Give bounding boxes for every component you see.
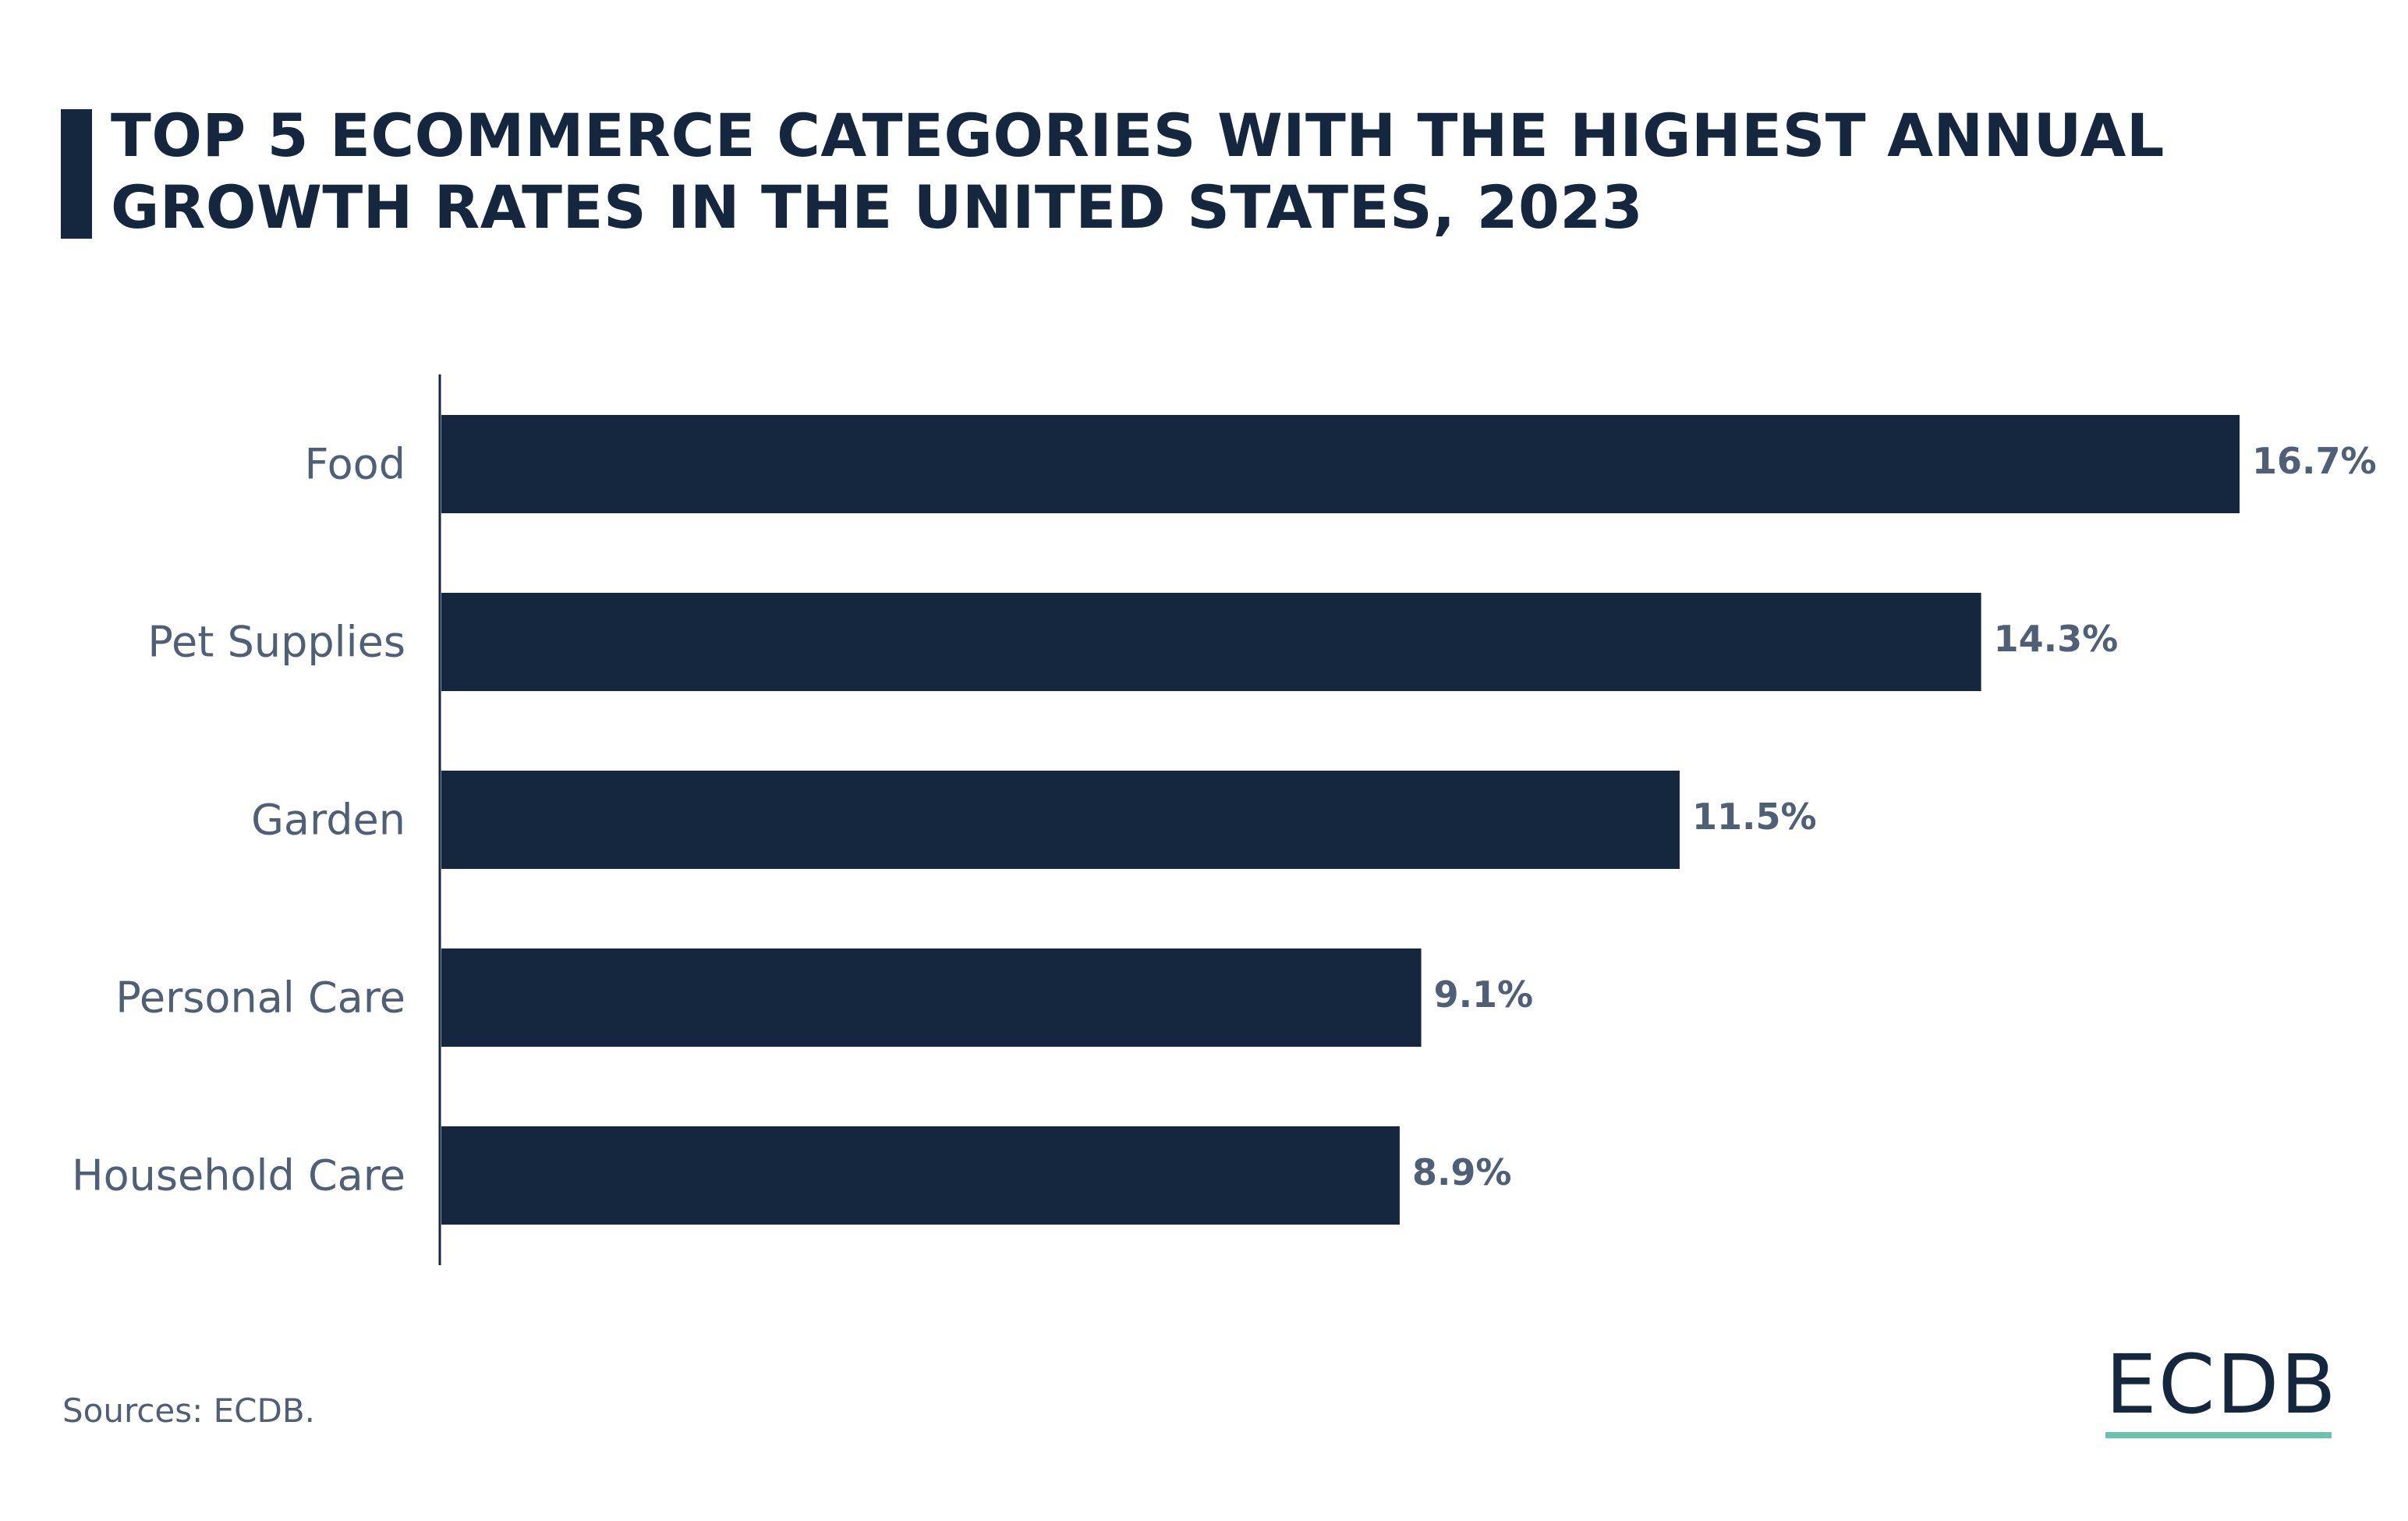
bar-pet-supplies	[441, 593, 1981, 691]
ecdb-logo: ECDB	[2105, 1337, 2338, 1438]
value-label: 9.1%	[1434, 973, 1534, 1016]
sources-note: Sources: ECDB.	[62, 1392, 316, 1430]
value-label: 11.5%	[1692, 796, 1817, 838]
category-label: Garden	[251, 796, 405, 845]
value-label: 8.9%	[1412, 1151, 1512, 1193]
category-label: Food	[305, 440, 406, 489]
bar-garden	[441, 771, 1680, 869]
category-label: Personal Care	[115, 973, 405, 1023]
logo-text: ECDB	[2105, 1337, 2338, 1432]
category-label: Household Care	[72, 1151, 405, 1200]
value-label: 14.3%	[1994, 618, 2119, 660]
chart-title: TOP 5 ECOMMERCE CATEGORIES WITH THE HIGH…	[111, 101, 2165, 242]
logo-underline	[2105, 1432, 2332, 1438]
value-label: 16.7%	[2252, 440, 2377, 482]
bar-household-care	[441, 1126, 1400, 1225]
category-label: Pet Supplies	[147, 618, 405, 667]
bar-personal-care	[441, 948, 1422, 1047]
bar-food	[441, 415, 2240, 513]
title-accent-bar	[61, 109, 92, 239]
